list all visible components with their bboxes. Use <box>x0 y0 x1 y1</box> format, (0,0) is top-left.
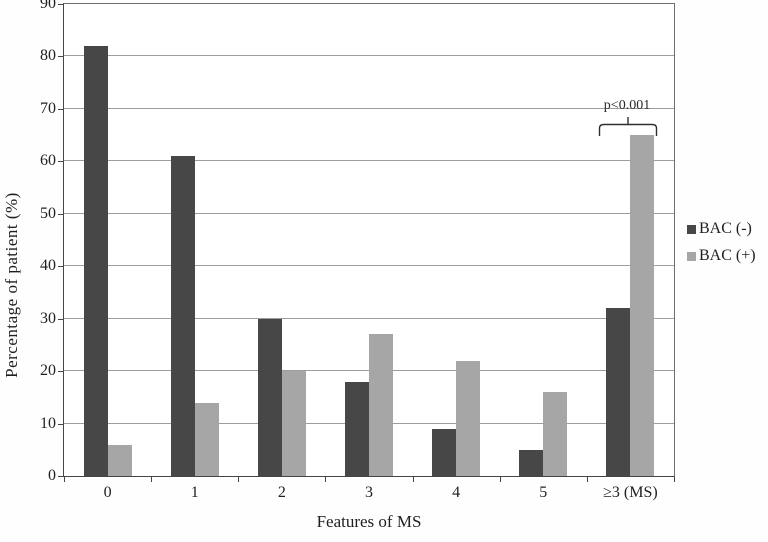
bar-BAC--cat3 <box>345 381 369 476</box>
x-tick-label: 3 <box>365 484 373 501</box>
bar-BAC--cat4 <box>432 428 457 476</box>
y-tick-label: 70 <box>40 99 56 117</box>
x-tick-mark <box>499 477 501 482</box>
bar-BAC--cat6 <box>606 308 631 476</box>
x-tick-label: 2 <box>277 484 286 501</box>
y-tick-label: 0 <box>48 467 56 484</box>
bar-BAC+-cat5 <box>543 392 568 476</box>
bar-BAC+-cat0 <box>107 444 132 476</box>
x-tick-label: 0 <box>103 484 112 501</box>
x-tick-label: 5 <box>539 484 548 501</box>
legend-swatch-icon <box>687 224 696 234</box>
legend-label: BAC (-) <box>699 220 752 237</box>
legend-item: BAC (-) <box>687 220 756 238</box>
y-tick-mark <box>58 266 63 268</box>
y-axis-title: Percentage of patient (%) <box>2 192 21 378</box>
gridline <box>64 160 674 162</box>
y-tick-label: 80 <box>40 47 56 65</box>
legend-label: BAC (+) <box>699 247 756 264</box>
bar-BAC--cat2 <box>257 318 282 476</box>
bar-BAC+-cat6 <box>630 135 655 476</box>
x-axis-title: Features of MS <box>316 512 422 531</box>
gridline <box>64 55 674 57</box>
significance-annotation-text: p<0.001 <box>603 98 651 113</box>
bar-BAC--cat5 <box>519 449 544 476</box>
gridline <box>64 107 674 109</box>
gridline <box>64 265 674 267</box>
bar-BAC+-cat3 <box>369 334 393 476</box>
x-tick-label: 4 <box>452 484 461 501</box>
y-tick-label: 50 <box>40 204 56 222</box>
gridline <box>64 317 674 319</box>
y-tick-mark <box>58 371 63 373</box>
significance-bracket-icon <box>598 117 658 136</box>
y-tick-mark <box>58 213 63 215</box>
y-tick-mark <box>58 56 63 58</box>
x-tick-mark <box>674 477 675 482</box>
x-tick-mark <box>151 477 153 482</box>
gridline <box>64 212 674 214</box>
x-tick-mark <box>325 477 327 482</box>
y-tick-mark <box>58 4 63 5</box>
y-tick-label: 10 <box>40 414 56 432</box>
y-tick-mark <box>58 161 63 163</box>
x-tick-mark <box>238 477 240 482</box>
plot-area <box>63 3 675 477</box>
legend: BAC (-) BAC (+) <box>687 220 756 274</box>
legend-swatch-icon <box>687 251 696 261</box>
bar-BAC+-cat4 <box>456 360 481 476</box>
bar-BAC--cat1 <box>170 156 195 476</box>
bar-BAC--cat0 <box>83 45 108 476</box>
y-tick-label: 20 <box>40 362 56 380</box>
y-tick-mark <box>58 318 63 320</box>
y-tick-mark <box>58 108 63 110</box>
x-tick-label: 1 <box>190 484 199 501</box>
x-tick-mark <box>586 477 588 482</box>
y-tick-mark <box>58 423 63 425</box>
x-tick-label: ≥3 (MS) <box>603 484 658 501</box>
y-tick-label: 30 <box>40 309 56 327</box>
bar-BAC+-cat1 <box>194 402 219 476</box>
bar-BAC+-cat2 <box>281 371 306 476</box>
x-tick-mark <box>412 477 414 482</box>
y-tick-label: 60 <box>40 152 56 170</box>
y-tick-label: 90 <box>40 0 56 12</box>
x-tick-mark <box>64 477 65 482</box>
y-tick-mark <box>58 476 63 477</box>
legend-item: BAC (+) <box>687 247 756 265</box>
y-tick-label: 40 <box>40 257 56 275</box>
